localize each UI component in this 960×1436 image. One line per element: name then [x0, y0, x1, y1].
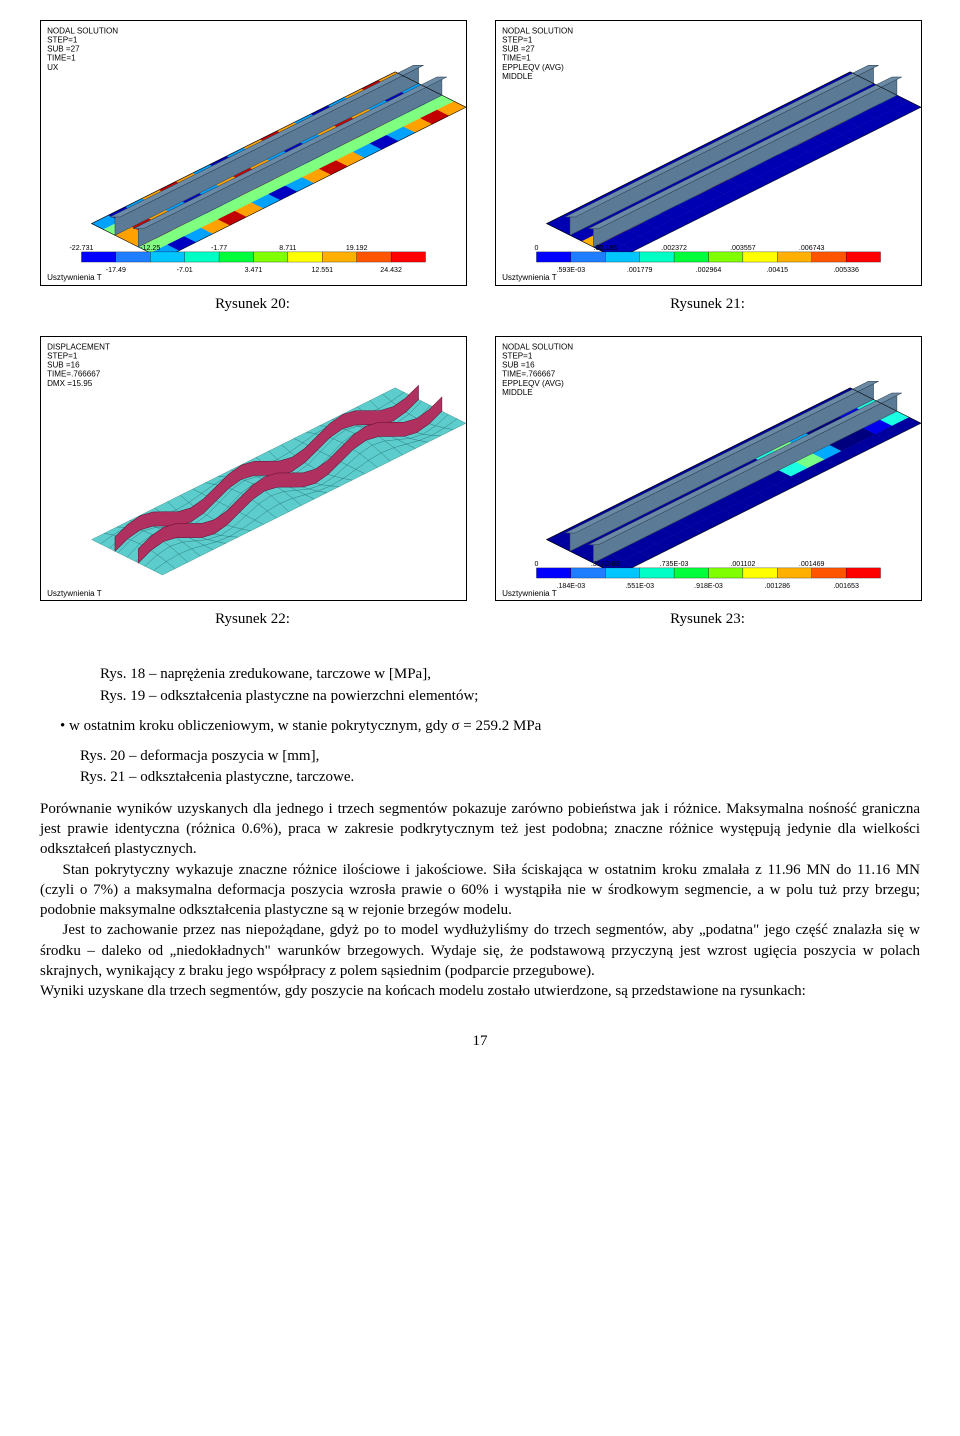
svg-text:NODAL SOLUTION: NODAL SOLUTION: [502, 26, 573, 35]
svg-text:.001102: .001102: [730, 560, 755, 568]
rys20-line: Rys. 20 – deformacja poszycia w [mm],: [80, 746, 920, 766]
figure-20: NODAL SOLUTIONSTEP=1SUB =27TIME=1UX -22.7…: [40, 20, 467, 286]
svg-text:.006743: .006743: [799, 244, 825, 252]
svg-text:.184E-03: .184E-03: [557, 582, 586, 590]
svg-text:.00415: .00415: [766, 266, 788, 274]
svg-text:8.711: 8.711: [279, 244, 296, 252]
svg-text:DMX =15.95: DMX =15.95: [47, 379, 93, 388]
svg-text:SUB =16: SUB =16: [47, 360, 80, 369]
svg-text:.001286: .001286: [765, 582, 791, 590]
svg-text:Usztywnienia T: Usztywnienia T: [47, 589, 102, 598]
svg-text:.357E-03: .357E-03: [591, 560, 620, 568]
paragraph-2: Stan pokrytyczny wykazuje znaczne różnic…: [40, 860, 920, 921]
svg-text:-7.01: -7.01: [177, 266, 193, 274]
paragraph-3: Jest to zachowanie przez nas niepożądane…: [40, 920, 920, 981]
svg-text:Usztywnienia T: Usztywnienia T: [502, 273, 557, 282]
svg-text:-22.731: -22.731: [69, 244, 93, 252]
svg-text:.00.185: .00.185: [593, 244, 617, 252]
svg-text:SUB =16: SUB =16: [502, 360, 535, 369]
svg-text:.002372: .002372: [661, 244, 687, 252]
svg-text:DISPLACEMENT: DISPLACEMENT: [47, 342, 110, 351]
paragraph-4: Wyniki uzyskane dla trzech segmentów, gd…: [40, 981, 920, 1001]
figure-21: NODAL SOLUTIONSTEP=1SUB =27TIME=1EPPLEQV…: [495, 20, 922, 286]
svg-text:24.432: 24.432: [380, 266, 402, 274]
figure-22: DISPLACEMENTSTEP=1SUB =16TIME=.766667DMX…: [40, 336, 467, 602]
svg-text:.001653: .001653: [833, 582, 859, 590]
svg-text:.003557: .003557: [730, 244, 756, 252]
bullet-line: w ostatnim kroku obliczeniowym, w stanie…: [60, 716, 920, 736]
svg-text:TIME=1: TIME=1: [47, 54, 76, 63]
svg-text:12.551: 12.551: [311, 266, 333, 274]
svg-text:STEP=1: STEP=1: [47, 351, 78, 360]
page-number: 17: [40, 1031, 920, 1051]
svg-text:EPPLEQV (AVG): EPPLEQV (AVG): [502, 379, 564, 388]
svg-text:MIDDLE: MIDDLE: [502, 72, 533, 81]
figure-20-caption: Rysunek 20:: [40, 294, 465, 314]
svg-text:.918E-03: .918E-03: [694, 582, 723, 590]
figure-22-caption: Rysunek 22:: [40, 609, 465, 629]
svg-text:EPPLEQV (AVG): EPPLEQV (AVG): [502, 63, 564, 72]
svg-text:0: 0: [535, 560, 539, 568]
svg-text:STEP=1: STEP=1: [47, 35, 78, 44]
svg-text:0: 0: [535, 244, 539, 252]
svg-text:-12.25: -12.25: [140, 244, 160, 252]
svg-text:.002964: .002964: [696, 266, 722, 274]
svg-text:.005336: .005336: [833, 266, 859, 274]
rys21-line: Rys. 21 – odkształcenia plastyczne, tarc…: [80, 767, 920, 787]
svg-text:-17.49: -17.49: [106, 266, 126, 274]
svg-text:TIME=1: TIME=1: [502, 54, 531, 63]
svg-text:SUB =27: SUB =27: [502, 45, 535, 54]
figure-21-caption: Rysunek 21:: [495, 294, 920, 314]
rys18-line: Rys. 18 – naprężenia zredukowane, tarczo…: [100, 664, 920, 684]
svg-text:MIDDLE: MIDDLE: [502, 388, 533, 397]
svg-text:TIME=.766667: TIME=.766667: [502, 369, 556, 378]
svg-text:UX: UX: [47, 63, 59, 72]
figure-23: NODAL SOLUTIONSTEP=1SUB =16TIME=.766667E…: [495, 336, 922, 602]
rys19-line: Rys. 19 – odkształcenia plastyczne na po…: [100, 686, 920, 706]
svg-text:19.192: 19.192: [346, 244, 368, 252]
svg-text:STEP=1: STEP=1: [502, 351, 533, 360]
svg-text:Usztywnienia T: Usztywnienia T: [47, 273, 102, 282]
svg-text:-1.77: -1.77: [211, 244, 227, 252]
figure-23-caption: Rysunek 23:: [495, 609, 920, 629]
svg-text:TIME=.766667: TIME=.766667: [47, 369, 101, 378]
svg-text:.593E-03: .593E-03: [557, 266, 586, 274]
svg-text:STEP=1: STEP=1: [502, 35, 533, 44]
svg-text:Usztywnienia T: Usztywnienia T: [502, 589, 557, 598]
svg-text:.551E-03: .551E-03: [625, 582, 654, 590]
svg-text:SUB =27: SUB =27: [47, 45, 80, 54]
paragraph-1: Porównanie wyników uzyskanych dla jedneg…: [40, 799, 920, 860]
svg-text:NODAL SOLUTION: NODAL SOLUTION: [502, 342, 573, 351]
svg-text:.001469: .001469: [799, 560, 825, 568]
svg-text:.001779: .001779: [627, 266, 653, 274]
svg-text:.735E-03: .735E-03: [660, 560, 689, 568]
svg-text:NODAL SOLUTION: NODAL SOLUTION: [47, 26, 118, 35]
svg-text:3.471: 3.471: [245, 266, 263, 274]
